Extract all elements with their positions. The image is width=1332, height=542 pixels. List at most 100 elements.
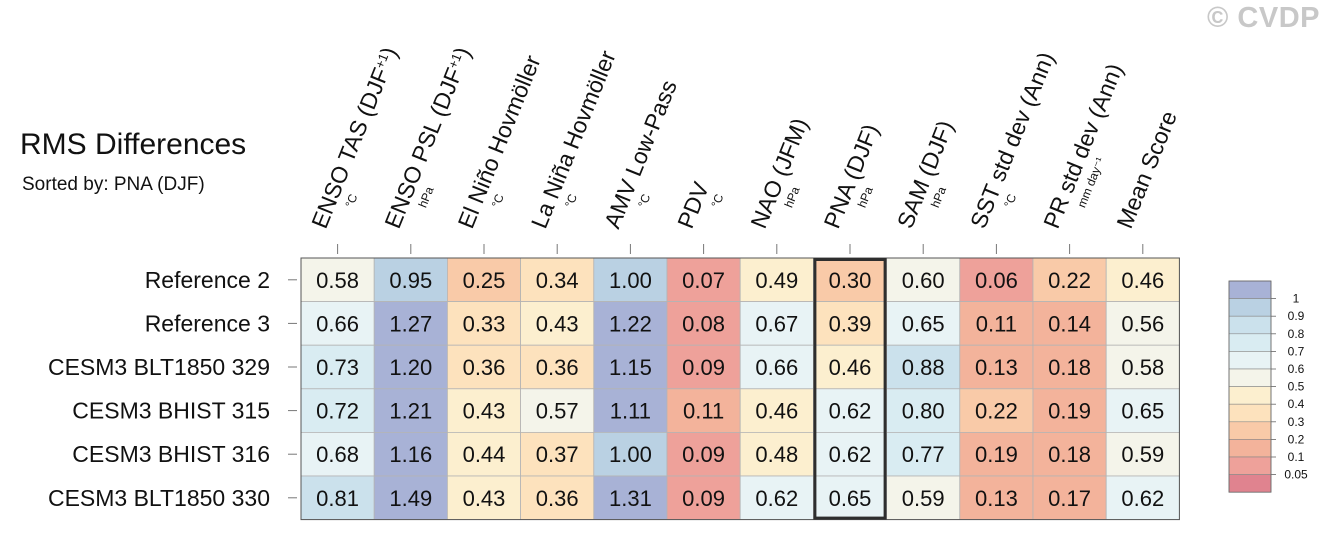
colorbar-bin <box>1228 474 1272 493</box>
cell-value: 0.36 <box>536 486 579 511</box>
cell-value: 0.57 <box>536 399 579 424</box>
column-header: NAO (JFM)hPa <box>745 114 813 232</box>
cell-value: 0.95 <box>389 268 432 293</box>
heatmap-cell <box>959 388 1034 433</box>
cell-value: 0.09 <box>682 486 725 511</box>
heatmap-cell <box>593 475 668 520</box>
colorbar-bin <box>1228 280 1272 299</box>
heatmap-cell <box>300 301 375 346</box>
cell-value: 1.11 <box>610 399 651 424</box>
cell-value: 0.09 <box>682 355 725 380</box>
cell-value: 0.30 <box>829 268 872 293</box>
cell-value: 0.43 <box>463 399 506 424</box>
colorbar-tick-label: 0.05 <box>1284 468 1308 482</box>
heatmap-cell <box>1032 301 1107 346</box>
heatmap-cell <box>520 344 595 390</box>
heatmap-cell <box>1105 257 1180 302</box>
cell-value: 0.48 <box>755 442 798 467</box>
cell-value: 0.59 <box>1121 442 1164 467</box>
cell-value: 0.18 <box>1048 442 1091 467</box>
colorbar-bin <box>1228 368 1272 387</box>
heatmap-cell <box>593 388 668 433</box>
column-label: SAM (DJF) <box>892 117 959 232</box>
heatmap-cell <box>446 388 521 433</box>
heatmap-cell <box>666 431 741 477</box>
heatmap-cell <box>666 344 741 390</box>
heatmap-cell <box>1105 431 1180 477</box>
column-header: SAM (DJF)hPa <box>892 117 959 232</box>
heatmap-cell <box>739 475 814 520</box>
cell-value: 0.62 <box>829 399 872 424</box>
cell-value: 0.46 <box>1121 268 1164 293</box>
cell-value: 0.49 <box>755 268 798 293</box>
column-label: Mean Score <box>1111 107 1182 232</box>
heatmap-cell <box>300 475 375 520</box>
colorbar-bin <box>1228 403 1272 423</box>
row-label: CESM3 BHIST 315 <box>72 398 270 424</box>
heatmap-cell <box>1032 475 1107 520</box>
cell-value: 0.06 <box>975 268 1018 293</box>
cell-value: 0.17 <box>1048 486 1091 511</box>
cell-value: 0.77 <box>902 442 945 467</box>
colorbar-tick-label: 0.3 <box>1288 415 1305 429</box>
cell-value: 0.43 <box>463 486 506 511</box>
heatmap-cell <box>666 475 741 520</box>
cell-value: 0.44 <box>463 442 506 467</box>
cvdp-watermark: © CVDP <box>1207 2 1320 34</box>
heatmap-cell <box>1032 257 1107 302</box>
heatmap-cell <box>813 431 888 477</box>
column-label: NAO (JFM) <box>745 114 813 232</box>
cell-value: 0.62 <box>1121 486 1164 511</box>
cell-value: 1.49 <box>389 486 432 511</box>
colorbar-bin <box>1228 315 1272 335</box>
heatmap-cell <box>1032 388 1107 433</box>
colorbar-bin <box>1228 456 1272 475</box>
cell-value: 0.36 <box>536 355 579 380</box>
heatmap-cell <box>739 388 814 433</box>
chart-subtitle: Sorted by: PNA (DJF) <box>22 174 205 195</box>
row-label: CESM3 BLT1850 329 <box>48 354 270 380</box>
heatmap-cell <box>520 431 595 477</box>
colorbar-bin <box>1228 439 1272 458</box>
colorbar-tick-label: 0.7 <box>1288 344 1305 358</box>
chart-title: RMS Differences <box>20 128 247 161</box>
cell-value: 0.80 <box>902 399 945 424</box>
cell-value: 0.18 <box>1048 355 1091 380</box>
heatmap-cell <box>1105 344 1180 390</box>
cell-value: 0.68 <box>316 442 359 467</box>
cell-value: 0.62 <box>755 486 798 511</box>
cell-value: 1.27 <box>389 311 432 336</box>
heatmap-cell <box>739 344 814 390</box>
column-label: PNA (DJF) <box>819 120 884 232</box>
heatmap-cell <box>666 301 741 346</box>
colorbar-bin <box>1228 298 1272 317</box>
heatmap-cell <box>446 344 521 390</box>
cell-value: 0.33 <box>463 311 506 336</box>
row-label: CESM3 BLT1850 330 <box>48 485 270 511</box>
cell-value: 0.65 <box>902 311 945 336</box>
cell-value: 0.08 <box>682 311 725 336</box>
cell-value: 1.16 <box>389 442 432 467</box>
cell-value: 1.22 <box>609 311 652 336</box>
cell-value: 0.11 <box>976 311 1017 336</box>
heatmap-cell <box>373 475 448 520</box>
colorbar-bin <box>1228 386 1272 405</box>
column-header: Mean Score <box>1111 107 1182 232</box>
colorbar-bin <box>1228 421 1272 440</box>
column-header: PNA (DJF)hPa <box>819 120 884 232</box>
cell-value: 0.73 <box>316 355 359 380</box>
cell-value: 0.39 <box>829 311 872 336</box>
row-label: Reference 2 <box>145 267 270 293</box>
heatmap-cell <box>593 431 668 477</box>
colorbar-tick-label: 0.9 <box>1288 309 1305 323</box>
cell-value: 0.09 <box>682 442 725 467</box>
cell-value: 0.37 <box>536 442 579 467</box>
cell-value: 0.11 <box>683 399 724 424</box>
cell-value: 0.43 <box>536 311 579 336</box>
cell-value: 0.60 <box>902 268 945 293</box>
colorbar-bin <box>1228 351 1272 370</box>
cell-value: 0.62 <box>829 442 872 467</box>
cell-value: 0.66 <box>755 355 798 380</box>
column-header: PDV°C <box>672 178 726 232</box>
